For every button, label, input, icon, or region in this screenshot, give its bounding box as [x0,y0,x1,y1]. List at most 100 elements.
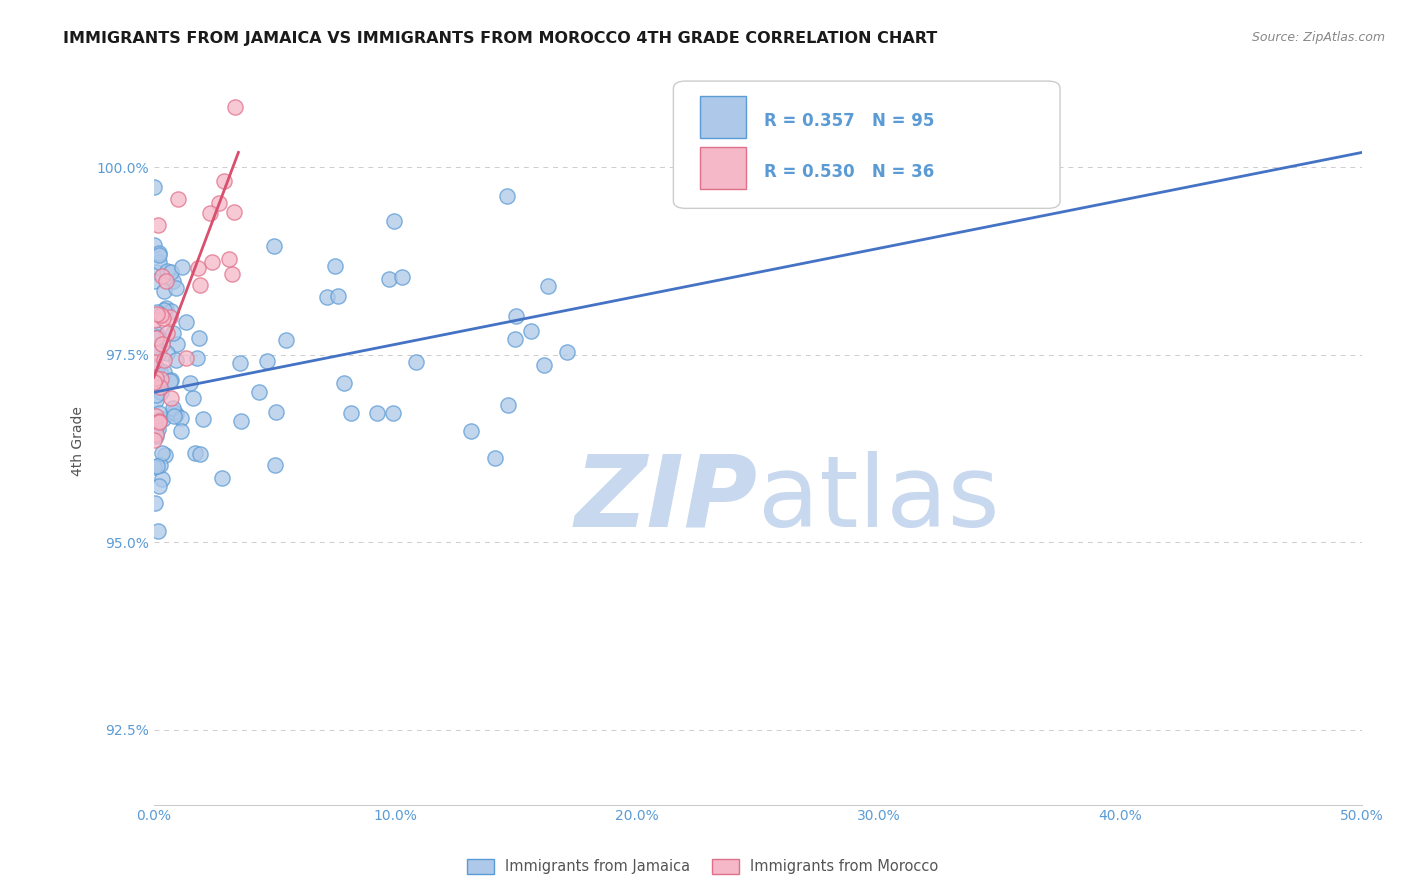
Point [162,326,184,340]
Point [145,458,167,473]
Point [148,248,170,262]
Point [224,100,246,114]
Point [328,289,350,303]
Point [145,392,167,407]
Point [184,445,207,459]
Point [169,411,191,425]
Point [264,405,287,419]
Point [187,331,209,345]
Point [153,448,176,462]
Point [143,418,166,433]
Point [150,268,173,283]
Point [162,401,184,415]
Point [143,345,166,359]
Point [179,376,201,390]
Point [155,301,177,315]
Point [170,260,193,274]
Point [276,333,298,347]
Point [145,420,167,434]
Point [198,205,221,219]
Point [145,426,167,441]
Point [159,265,181,279]
Point [160,373,183,387]
Point [160,303,183,318]
Point [190,278,212,293]
Point [146,330,169,344]
Point [153,365,176,379]
Point [188,447,211,461]
Text: ZIP: ZIP [575,450,758,548]
Point [148,218,170,232]
Point [159,310,181,325]
Point [156,346,179,360]
Bar [700,96,747,137]
Point [149,381,172,395]
Point [201,254,224,268]
Point [149,458,172,472]
Point [505,310,527,324]
Point [218,252,240,267]
Point [256,354,278,368]
Point [145,331,167,345]
Point [146,361,169,376]
Point [156,264,179,278]
Point [146,524,169,538]
Point [163,409,186,424]
Text: R = 0.530   N = 36: R = 0.530 N = 36 [763,163,934,181]
Point [229,414,252,428]
Point [143,460,166,475]
Point [145,307,167,321]
Point [323,259,346,273]
Bar [700,147,747,189]
Point [163,405,186,419]
Point [167,192,190,206]
Point [153,303,176,318]
Point [333,376,356,390]
Point [149,380,172,394]
Point [150,308,173,322]
Point [533,358,555,372]
Point [145,496,167,510]
Point [503,332,526,346]
Point [170,424,193,438]
Point [191,412,214,426]
Point [143,433,166,447]
Point [176,315,198,329]
Text: atlas: atlas [758,450,1000,548]
Text: R = 0.357   N = 95: R = 0.357 N = 95 [763,112,935,130]
Point [186,351,208,366]
Legend: Immigrants from Jamaica, Immigrants from Morocco: Immigrants from Jamaica, Immigrants from… [461,853,945,880]
Point [340,406,363,420]
Point [143,237,166,252]
Point [224,205,246,219]
Point [165,352,187,367]
Point [378,272,401,286]
Point [263,239,285,253]
Point [315,290,337,304]
Point [460,424,482,438]
Point [228,355,250,369]
Point [145,265,167,279]
Point [145,338,167,352]
Point [382,406,405,420]
Point [148,414,170,428]
Point [366,406,388,420]
Point [537,278,560,293]
Y-axis label: 4th Grade: 4th Grade [72,406,86,476]
Point [150,372,173,386]
Point [145,371,167,385]
Point [162,274,184,288]
Point [520,324,543,338]
Point [156,326,179,340]
Point [208,195,231,210]
Point [187,260,209,275]
Point [166,336,188,351]
Point [150,472,173,486]
Point [264,458,287,472]
Text: IMMIGRANTS FROM JAMAICA VS IMMIGRANTS FROM MOROCCO 4TH GRADE CORRELATION CHART: IMMIGRANTS FROM JAMAICA VS IMMIGRANTS FR… [63,31,938,46]
Point [149,364,172,378]
Point [148,415,170,429]
Point [143,355,166,369]
Point [165,407,187,421]
Point [212,174,235,188]
